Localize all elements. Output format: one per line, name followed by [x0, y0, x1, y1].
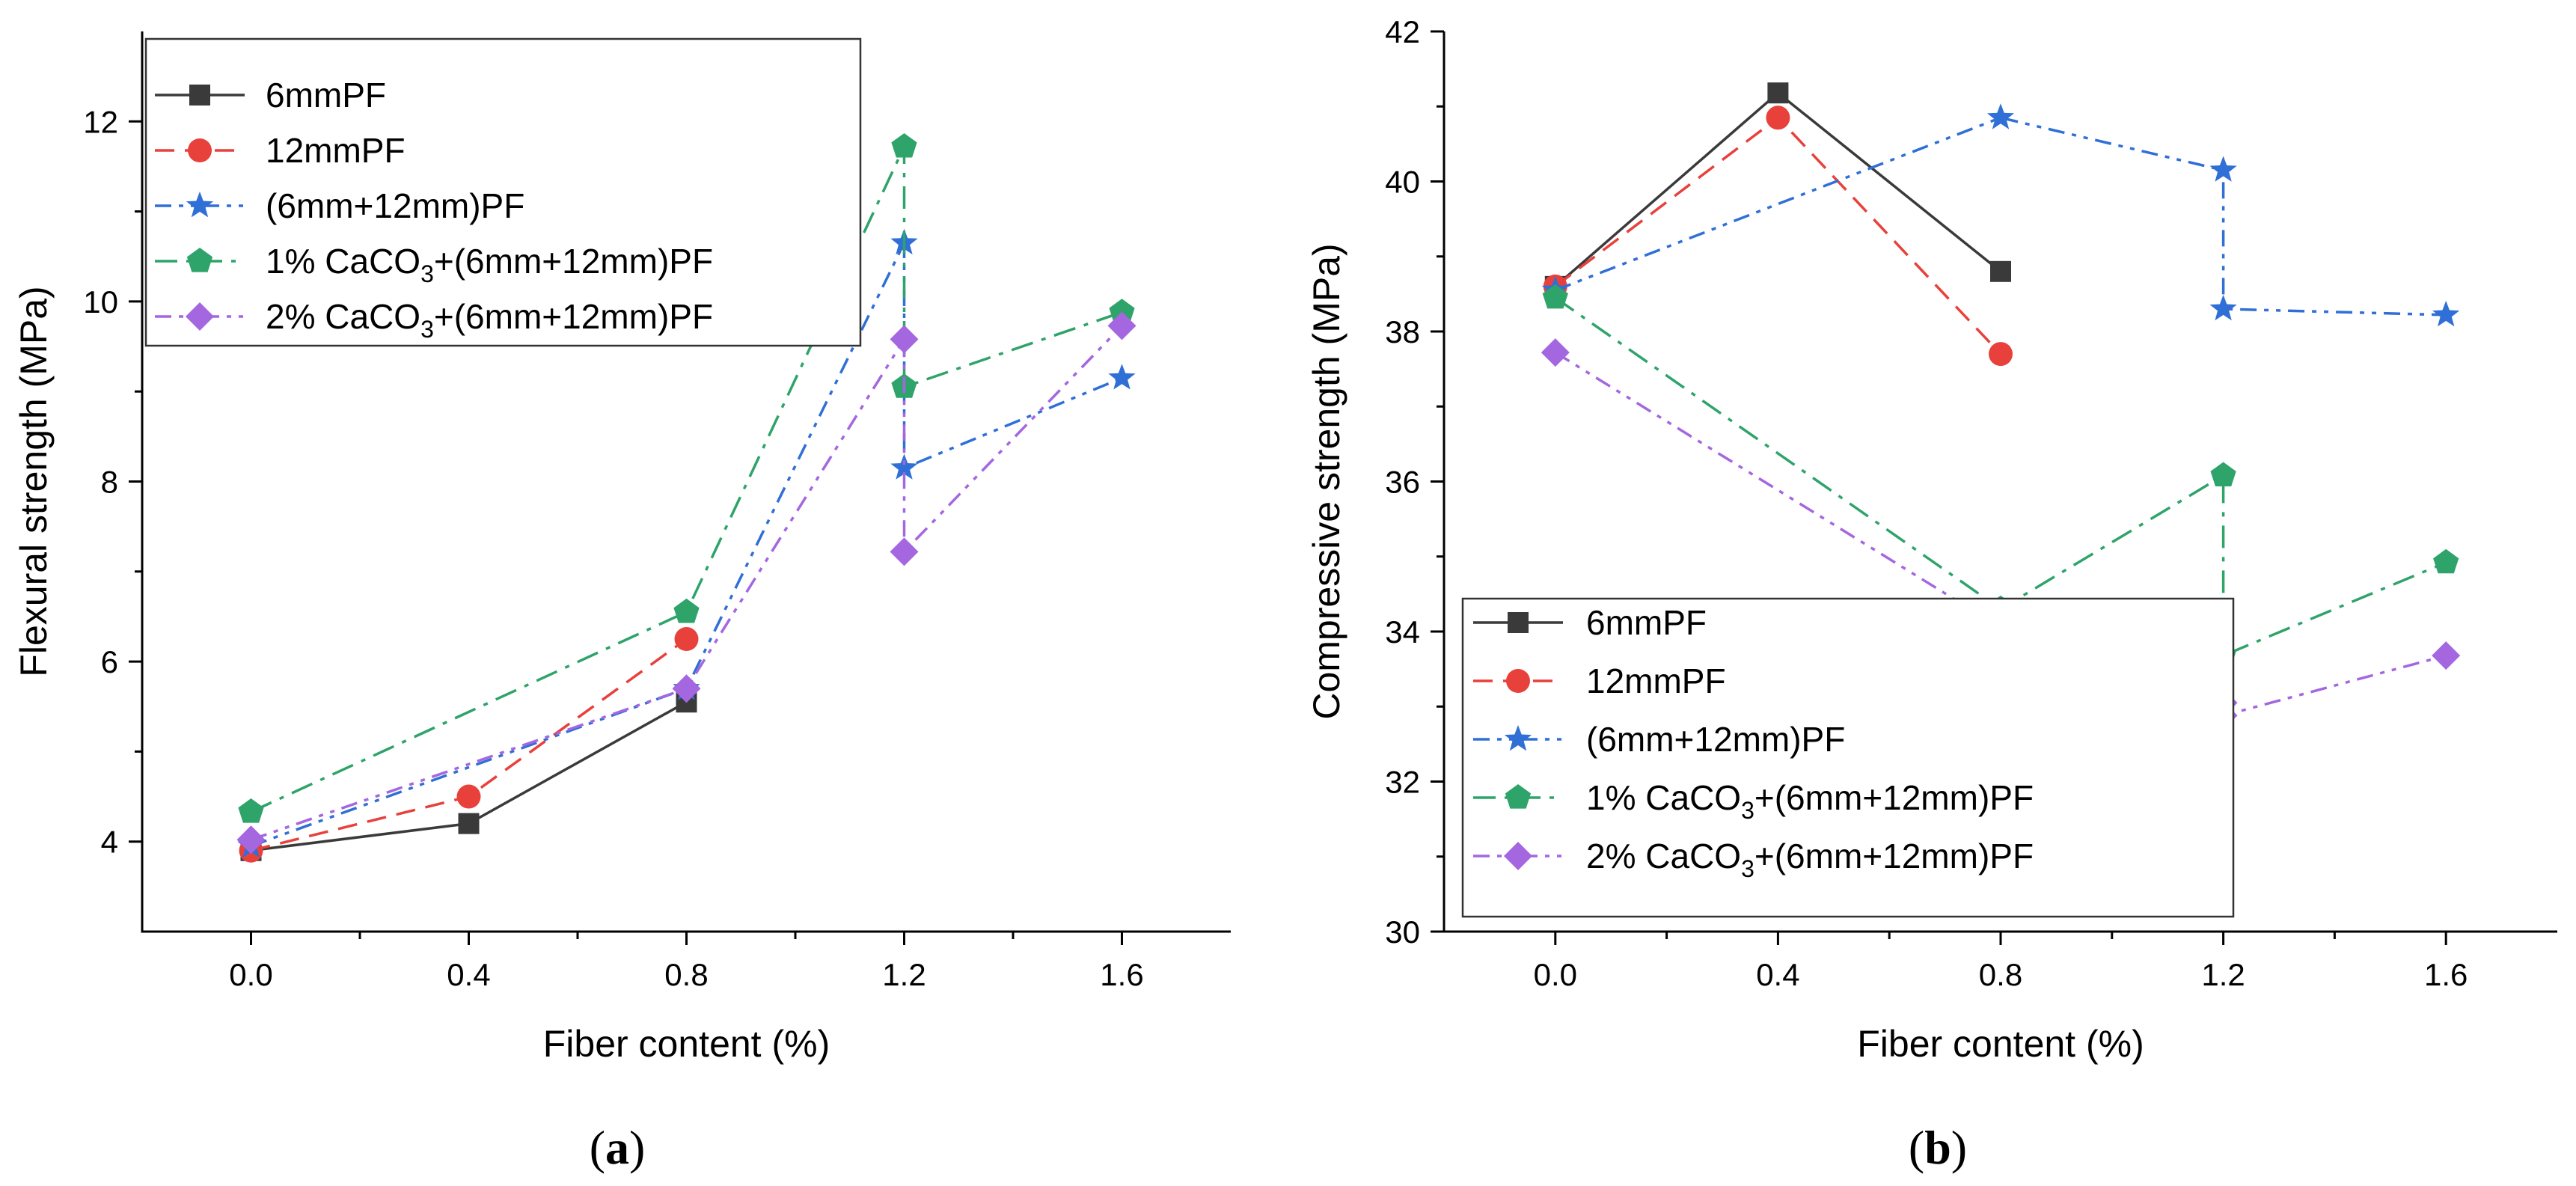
- data-point: [891, 133, 917, 158]
- x-tick-label: 1.6: [1100, 957, 1143, 992]
- series-line: [1555, 116, 2447, 317]
- data-point: [673, 598, 700, 623]
- legend-label: 2% CaCO3+(6mm+12mm)PF: [266, 297, 713, 343]
- y-tick-label: 32: [1385, 765, 1420, 800]
- data-point: [2210, 462, 2236, 486]
- x-tick-label: 1.2: [882, 957, 926, 992]
- y-axis-title: Flexural strength (MPa): [13, 286, 55, 676]
- x-tick-label: 0.8: [1979, 957, 2022, 992]
- series-2: [1541, 103, 2460, 327]
- data-point: [1542, 284, 1568, 309]
- legend-label: 1% CaCO3+(6mm+12mm)PF: [266, 242, 713, 287]
- y-tick-label: 8: [101, 465, 118, 500]
- x-tick-label: 1.2: [2201, 957, 2245, 992]
- legend-label: 12mmPF: [266, 131, 406, 170]
- legend-marker: [188, 138, 212, 162]
- legend-label: 12mmPF: [1586, 661, 1726, 700]
- data-point: [672, 674, 701, 703]
- data-point: [1986, 103, 2015, 129]
- legend-marker: [186, 192, 214, 218]
- legend-label: 2% CaCO3+(6mm+12mm)PF: [1586, 837, 2034, 882]
- x-tick-label: 1.6: [2424, 957, 2468, 992]
- legend-marker: [1504, 842, 1532, 870]
- y-tick-label: 36: [1385, 465, 1420, 500]
- data-point: [1989, 342, 2013, 367]
- legend: 6mmPF 12mmPF (6mm+12mm)PF 1% CaCO3+(6mm+12m…: [144, 37, 862, 347]
- y-tick-label: 4: [101, 825, 118, 860]
- data-point: [2432, 300, 2460, 327]
- data-point: [890, 453, 918, 480]
- chart-panel-b: 0.0 0.4 0.8 1.2 1.6 30 32 34 36 38 40 42 Fiber conte…: [1306, 14, 2557, 1174]
- x-tick-label: 0.8: [664, 957, 708, 992]
- legend-marker: [1505, 784, 1532, 809]
- chart-panel-a: 0.0 0.4 0.8 1.2 1.6 4 6 8 10 12 Fiber content (%) F…: [13, 31, 1231, 1174]
- data-point: [236, 825, 266, 855]
- data-point: [1767, 82, 1789, 104]
- y-tick-label: 38: [1385, 314, 1420, 349]
- y-tick-label: 12: [83, 104, 118, 139]
- data-point: [238, 798, 264, 823]
- legend-marker: [186, 302, 214, 331]
- y-tick-label: 34: [1385, 614, 1420, 649]
- legend-label: 6mmPF: [1586, 603, 1707, 642]
- y-tick-label: 6: [101, 644, 118, 679]
- data-point: [2433, 548, 2459, 574]
- x-tick-label: 0.0: [1534, 957, 1577, 992]
- legend-marker: [1508, 612, 1529, 633]
- series-3: [238, 133, 1135, 823]
- legend-marker: [189, 85, 210, 106]
- data-point: [1109, 299, 1135, 323]
- legend-label: 1% CaCO3+(6mm+12mm)PF: [1586, 778, 2034, 824]
- legend: 6mmPF 12mmPF (6mm+12mm)PF 1% CaCO3+(6mm+12m…: [1461, 597, 2235, 918]
- data-point: [1107, 311, 1136, 340]
- panel-label: (b): [1909, 1121, 1967, 1174]
- legend-marker: [1504, 725, 1532, 751]
- data-point: [890, 325, 919, 354]
- data-point: [456, 784, 481, 809]
- data-point: [1766, 106, 1790, 130]
- x-axis-title: Fiber content (%): [543, 1023, 830, 1065]
- x-tick-label: 0.4: [447, 957, 490, 992]
- legend-marker: [1506, 669, 1530, 693]
- data-point: [2209, 294, 2237, 321]
- y-axis-title: Compressive strength (MPa): [1306, 243, 1347, 719]
- x-tick-label: 0.0: [229, 957, 272, 992]
- y-tick-label: 40: [1385, 165, 1420, 200]
- y-tick-label: 10: [83, 284, 118, 320]
- legend-marker: [186, 248, 213, 272]
- x-tick-label: 0.4: [1756, 957, 1799, 992]
- axis-lines: [141, 31, 1231, 933]
- y-tick-label: 42: [1385, 14, 1420, 49]
- data-point: [2432, 641, 2461, 670]
- data-point: [1990, 260, 2011, 282]
- legend-box: [144, 37, 862, 347]
- x-axis-title: Fiber content (%): [1857, 1023, 2144, 1065]
- data-point: [890, 537, 919, 566]
- series-4: [236, 311, 1136, 855]
- data-point: [1541, 338, 1570, 367]
- data-point: [458, 813, 480, 834]
- data-point: [1108, 364, 1136, 390]
- panel-label: (a): [590, 1121, 646, 1174]
- series-line: [1554, 116, 2002, 355]
- legend-label: 6mmPF: [266, 76, 386, 114]
- data-point: [674, 627, 699, 652]
- legend-box: [1461, 597, 2235, 918]
- legend-label: (6mm+12mm)PF: [1586, 720, 1845, 759]
- y-tick-label: 30: [1385, 914, 1420, 950]
- series-line: [250, 325, 1123, 841]
- data-point: [2209, 156, 2237, 182]
- series-line: [1554, 296, 2447, 657]
- legend-label: (6mm+12mm)PF: [266, 186, 524, 225]
